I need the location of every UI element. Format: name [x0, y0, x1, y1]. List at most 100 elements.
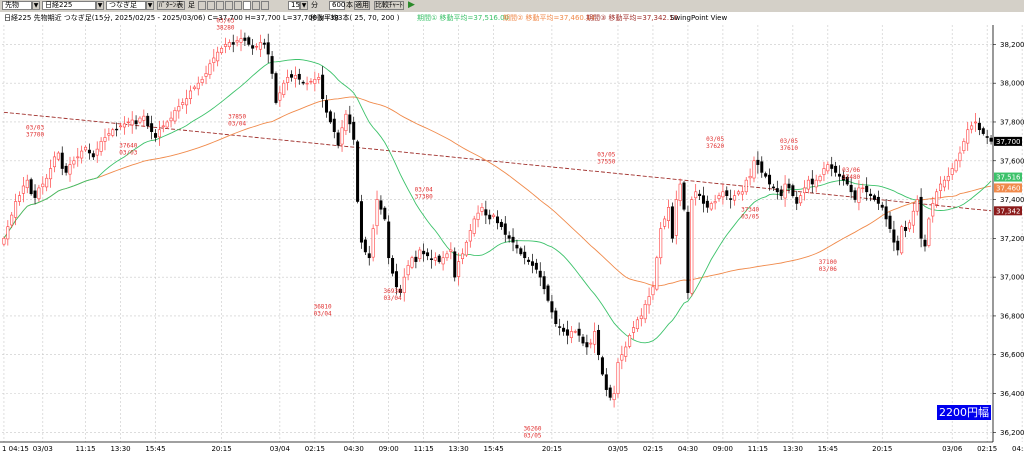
candle-body: [845, 176, 849, 185]
candle: [620, 345, 624, 370]
bar-type-icon-2[interactable]: [207, 1, 215, 10]
candle-body: [282, 82, 286, 95]
candle-body: [950, 168, 954, 175]
candle: [212, 49, 216, 72]
candle-body: [725, 190, 729, 196]
candle: [410, 255, 414, 270]
candle: [643, 300, 647, 324]
candle: [6, 220, 10, 246]
ma200-layer: [3, 111, 992, 212]
candle-body: [624, 346, 628, 357]
bar-type-icon-1[interactable]: [198, 1, 206, 10]
candle: [484, 200, 488, 224]
candle: [527, 256, 531, 265]
candle-body: [488, 214, 492, 220]
y-tick-label: 37,200: [1000, 235, 1024, 243]
symbol-select[interactable]: 日経225: [42, 1, 96, 10]
candle-body: [453, 251, 457, 278]
candle: [655, 255, 659, 292]
market-dropdown-icon[interactable]: ▼: [32, 1, 40, 10]
candle-body: [709, 203, 713, 210]
candle-body: [911, 210, 915, 226]
candle: [60, 146, 64, 176]
x-tick-label: 02:15: [643, 445, 663, 453]
contract-dropdown-icon[interactable]: ▼: [146, 1, 154, 10]
candlestick-chart: 03/03377003764003/0303/03382803785003/04…: [0, 12, 1024, 458]
price-tag-label: 37,460: [996, 184, 1021, 192]
candle-body: [14, 201, 18, 218]
swing-line-2: 03/04: [228, 120, 246, 127]
candle: [942, 175, 946, 192]
candle: [243, 32, 247, 46]
candle: [188, 85, 192, 105]
bar-type-icon-6[interactable]: [243, 1, 251, 10]
swing-label: SwingPoint View: [670, 14, 727, 22]
candle-body: [970, 125, 974, 130]
candle: [56, 151, 60, 162]
x-tick-label: 04:30: [344, 445, 364, 453]
candle-body: [701, 195, 705, 204]
candle-body: [177, 106, 181, 112]
candle: [328, 109, 332, 124]
candle: [375, 190, 379, 235]
candle-body: [17, 195, 21, 202]
candle: [950, 163, 954, 180]
bar-type-icon-8[interactable]: [261, 1, 269, 10]
candle-body: [130, 119, 134, 126]
compare-chart-label: 比較ﾁｬｰﾄ: [375, 1, 403, 9]
bar-type-icon-7[interactable]: [252, 1, 260, 10]
candle: [546, 283, 550, 303]
price-tag-bg: [994, 206, 1022, 216]
candle: [476, 205, 480, 228]
candle-body: [686, 211, 690, 293]
candle: [558, 318, 562, 336]
ma25-layer: [3, 59, 992, 344]
candle: [309, 78, 313, 85]
candle-body: [72, 160, 76, 165]
candle-body: [290, 74, 294, 78]
x-tick-label: 11:15: [748, 445, 768, 453]
candle-body: [849, 184, 853, 193]
y-tick-label: 36,400: [1000, 390, 1024, 398]
candle-body: [799, 195, 803, 204]
period-dropdown-icon[interactable]: ▼: [300, 1, 308, 10]
y-tick-label: 37,000: [1000, 274, 1024, 282]
candle-body: [565, 329, 569, 336]
candle: [262, 38, 266, 49]
candle-body: [305, 82, 309, 85]
symbol-dropdown-icon[interactable]: ▼: [96, 1, 104, 10]
market-select[interactable]: 先物: [2, 1, 32, 10]
swing-line-1: 37640: [119, 142, 137, 149]
candle: [651, 281, 655, 301]
candle: [659, 222, 663, 265]
candle-body: [56, 152, 60, 160]
pattern-button[interactable]: ﾊﾟﾀｰﾝ表: [157, 1, 185, 10]
candle-body: [332, 118, 336, 132]
candle: [422, 243, 426, 262]
bar-type-icon-5[interactable]: [234, 1, 242, 10]
candle-body: [278, 92, 282, 101]
candle: [760, 156, 764, 178]
play-icon[interactable]: ▶: [408, 0, 415, 10]
period-input[interactable]: 15: [288, 1, 300, 10]
bar-type-icon-4[interactable]: [225, 1, 233, 10]
candle: [915, 195, 919, 216]
candle-body: [414, 256, 418, 262]
apply-button[interactable]: 適用: [354, 1, 370, 10]
candle-body: [394, 271, 398, 288]
bar-type-icon-3[interactable]: [216, 1, 224, 10]
candle: [841, 170, 845, 186]
contract-select[interactable]: つなぎ足: [106, 1, 146, 10]
candle: [418, 246, 422, 262]
candle: [146, 113, 150, 129]
candle: [966, 121, 970, 151]
bars-input[interactable]: 600: [329, 1, 345, 10]
candle-body: [550, 301, 554, 313]
candle-body: [694, 191, 698, 199]
candle: [406, 260, 410, 281]
candle: [962, 138, 966, 154]
compare-chart-button[interactable]: 比較ﾁｬｰﾄ: [374, 1, 404, 10]
